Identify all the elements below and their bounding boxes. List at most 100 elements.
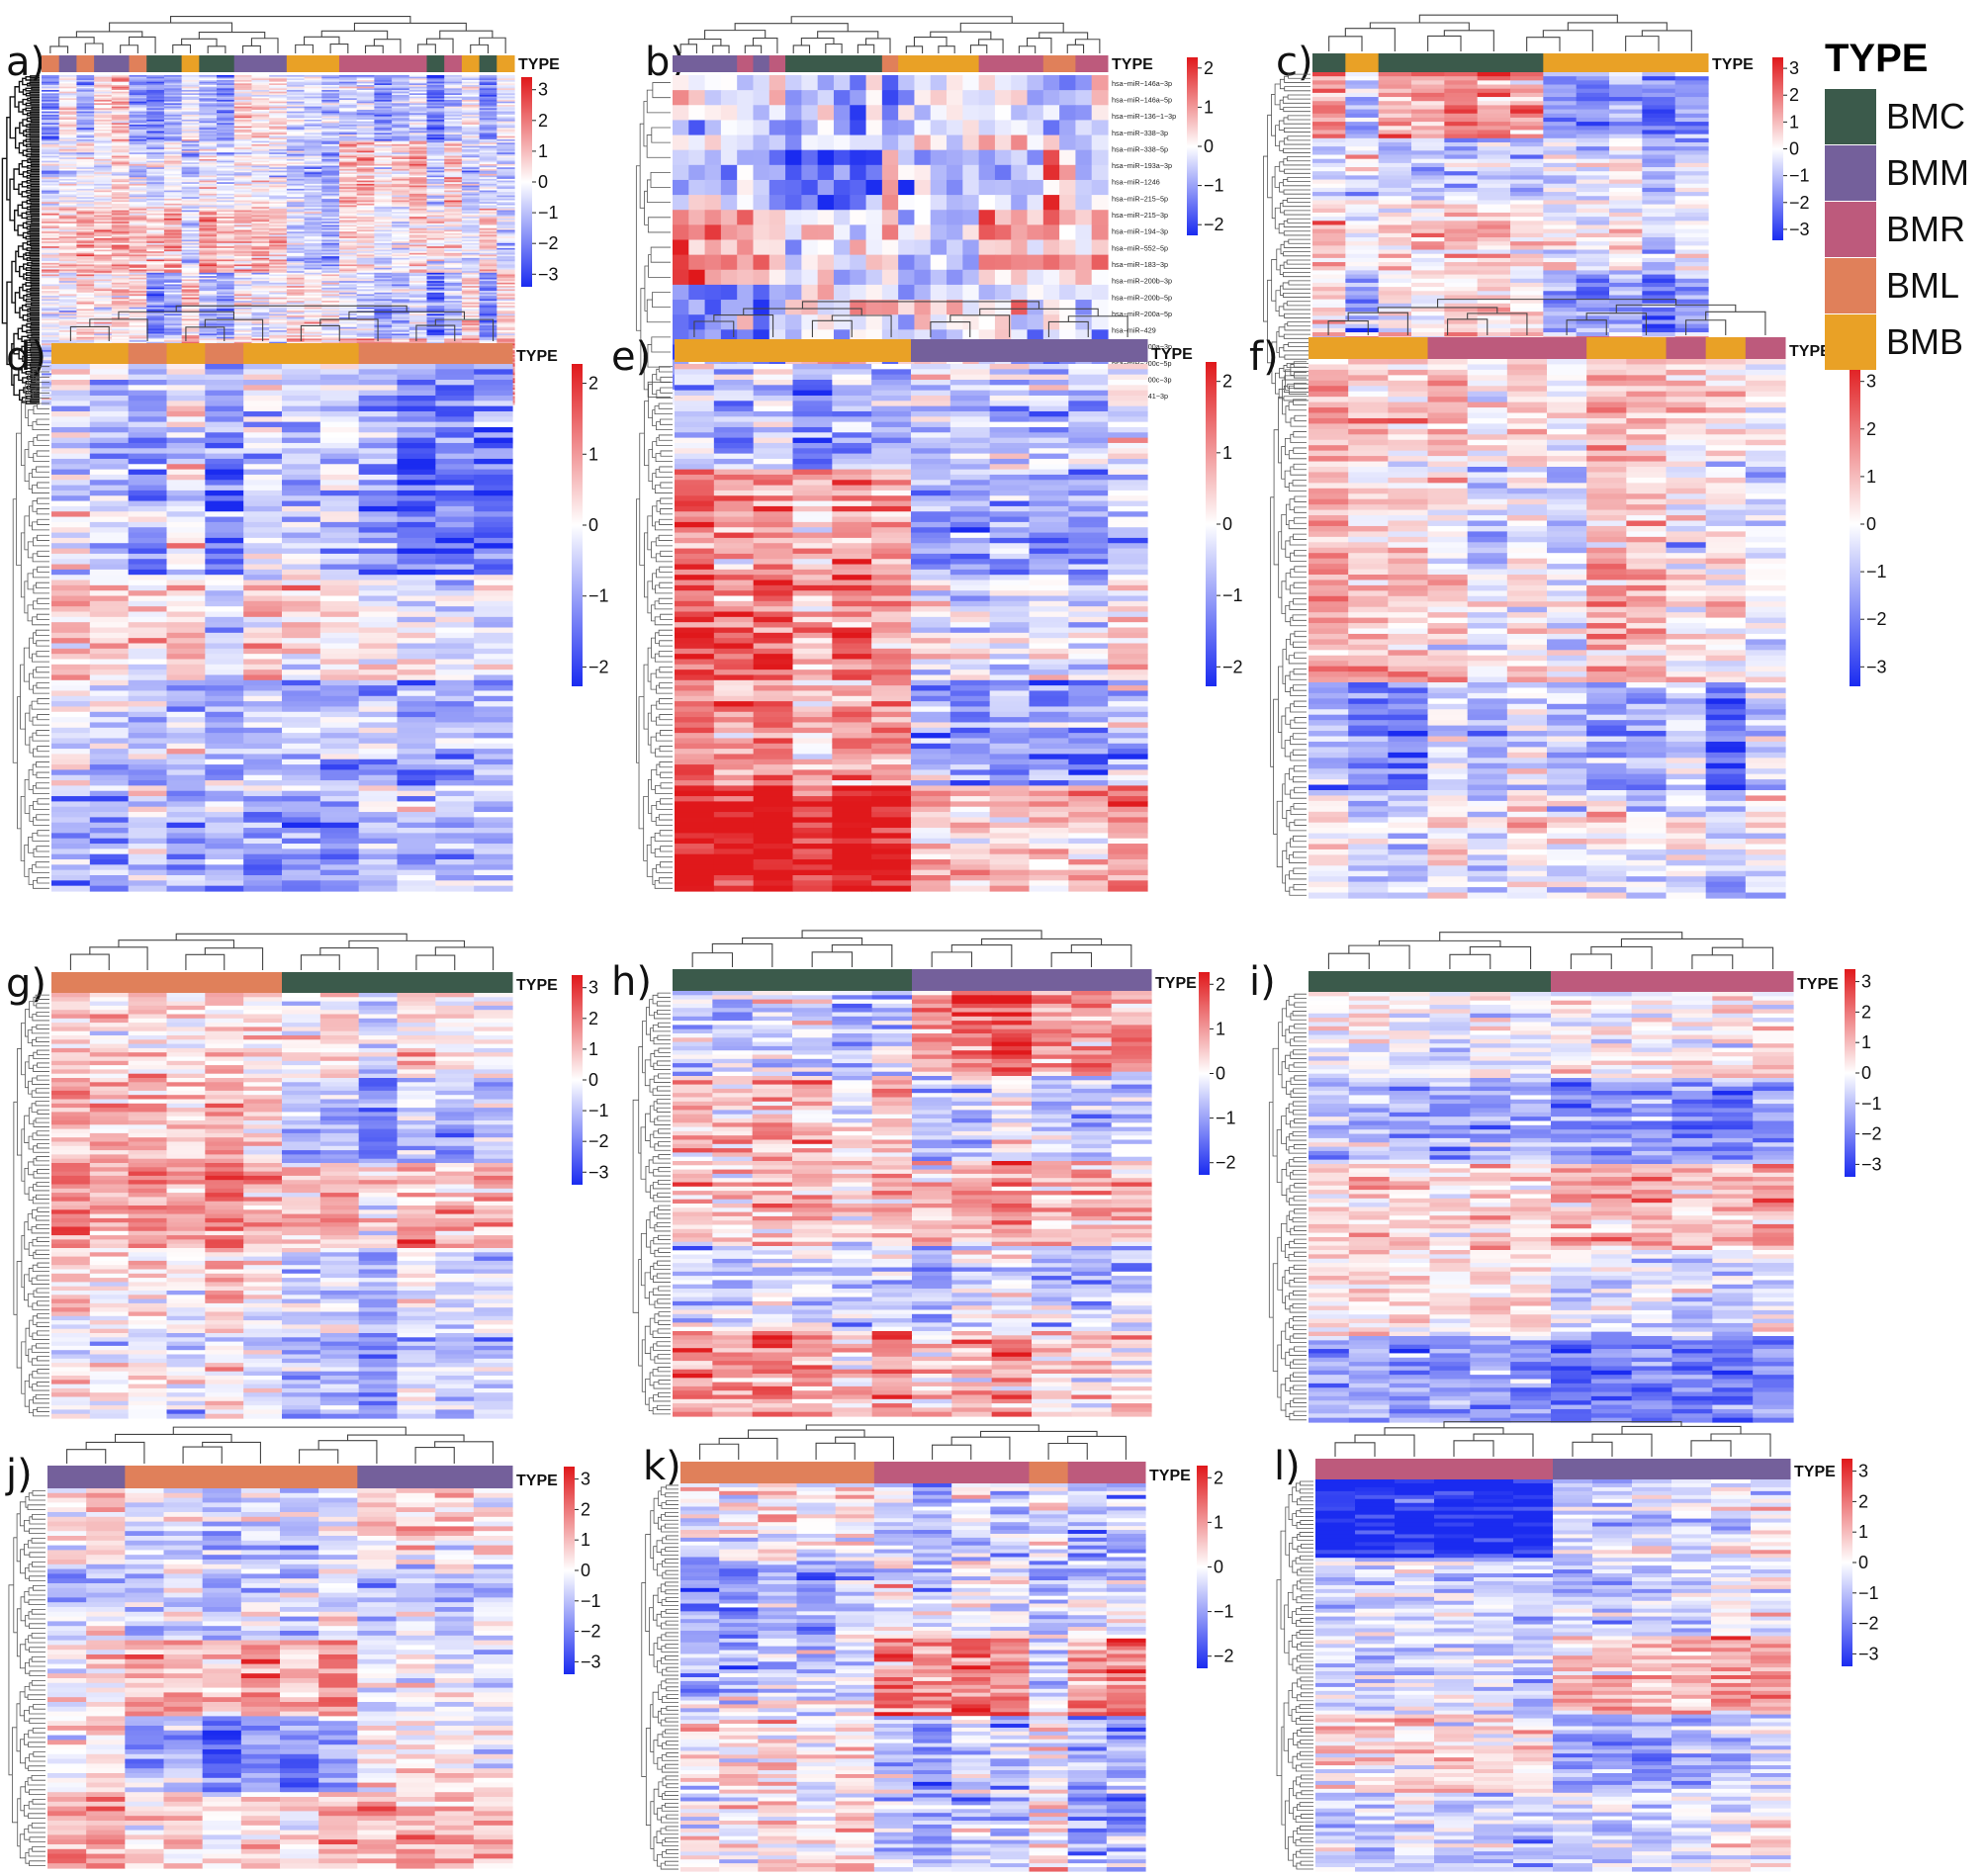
heatmap-cell xyxy=(338,108,358,111)
heatmap-cell xyxy=(461,192,481,195)
heatmap-cell xyxy=(94,190,113,193)
heatmap-cell xyxy=(111,178,131,182)
heatmap-cell xyxy=(392,81,410,84)
heatmap-cell xyxy=(444,188,463,192)
heatmap-cell xyxy=(94,165,113,168)
heatmap-cell xyxy=(444,145,463,148)
heatmap-cell xyxy=(496,118,515,121)
heatmap-cell xyxy=(111,200,131,203)
heatmap-cell xyxy=(199,158,218,162)
heatmap-cell xyxy=(217,183,235,187)
heatmap-cell xyxy=(269,198,288,202)
heatmap-cell xyxy=(304,142,322,145)
heatmap-cell xyxy=(129,135,147,138)
heatmap-cell xyxy=(374,86,393,89)
heatmap-cell xyxy=(217,113,235,116)
heatmap-cell xyxy=(392,129,410,133)
heatmap-cell xyxy=(392,143,410,147)
heatmap-cell xyxy=(146,111,165,114)
heatmap-cell xyxy=(426,148,445,152)
heatmap-cell xyxy=(181,126,200,129)
heatmap-cell xyxy=(217,212,235,215)
heatmap-cell xyxy=(217,103,235,106)
heatmap-cell xyxy=(269,160,288,163)
heatmap-cell xyxy=(286,99,306,103)
heatmap-cell xyxy=(58,192,77,195)
heatmap-cell xyxy=(496,155,515,158)
heatmap-cell xyxy=(251,200,270,203)
heatmap-cell xyxy=(408,98,428,101)
heatmap-cell xyxy=(146,197,165,200)
heatmap-cell xyxy=(338,208,358,212)
heatmap-cell xyxy=(392,78,410,81)
heatmap-cell xyxy=(496,81,515,84)
heatmap-cell xyxy=(217,158,235,162)
heatmap-cell xyxy=(129,215,147,218)
heatmap-cell xyxy=(199,202,218,205)
heatmap-cell xyxy=(251,150,270,153)
heatmap-cell xyxy=(233,121,253,124)
heatmap-cell xyxy=(321,140,340,143)
heatmap-cell xyxy=(304,210,322,213)
heatmap-cell xyxy=(496,180,515,183)
heatmap-cell xyxy=(217,108,235,111)
heatmap-cell xyxy=(146,129,165,133)
heatmap-cell xyxy=(392,126,410,129)
heatmap-cell xyxy=(233,135,253,138)
heatmap-cell xyxy=(181,173,200,177)
heatmap-cell xyxy=(199,188,218,192)
heatmap-cell xyxy=(146,83,165,86)
heatmap-cell xyxy=(76,104,95,108)
heatmap-cell xyxy=(338,81,358,84)
heatmap-cell xyxy=(199,217,218,220)
heatmap-cell xyxy=(111,134,131,137)
heatmap-cell xyxy=(269,155,288,158)
heatmap-cell xyxy=(199,185,218,188)
heatmap-cell xyxy=(163,94,183,98)
heatmap-cell xyxy=(338,83,358,86)
heatmap-cell xyxy=(233,158,253,162)
heatmap-cell xyxy=(233,172,253,175)
heatmap-cell xyxy=(392,75,410,78)
heatmap-cell xyxy=(146,173,165,177)
heatmap-cell xyxy=(392,165,410,168)
heatmap-cell xyxy=(163,200,183,203)
heatmap-cell xyxy=(146,128,165,131)
heatmap-cell xyxy=(181,131,200,134)
heatmap-cell xyxy=(111,198,131,202)
annotation-bmm xyxy=(58,55,77,72)
heatmap-cell xyxy=(496,198,515,202)
heatmap-cell xyxy=(286,131,306,134)
heatmap-cell xyxy=(496,162,515,165)
heatmap-cell xyxy=(444,81,463,84)
heatmap-cell xyxy=(479,123,497,126)
heatmap-cell xyxy=(479,198,497,202)
heatmap-cell xyxy=(42,111,60,114)
heatmap-cell xyxy=(181,175,200,178)
heatmap-cell xyxy=(444,88,463,91)
heatmap-cell xyxy=(129,103,147,106)
heatmap-cell xyxy=(269,217,288,220)
heatmap-cell xyxy=(321,143,340,147)
heatmap-cell xyxy=(76,158,95,162)
heatmap-cell xyxy=(374,182,393,185)
heatmap-cell xyxy=(444,177,463,180)
heatmap-cell xyxy=(304,119,322,123)
heatmap-cell xyxy=(496,148,515,152)
heatmap-cell xyxy=(286,80,306,83)
heatmap-cell xyxy=(356,173,375,177)
heatmap-cell xyxy=(426,190,445,193)
heatmap-cell xyxy=(286,188,306,192)
heatmap-cell xyxy=(76,143,95,147)
heatmap-cell xyxy=(338,128,358,131)
heatmap-cell xyxy=(356,76,375,79)
heatmap-cell xyxy=(111,135,131,138)
heatmap-cell xyxy=(321,119,340,123)
heatmap-cell xyxy=(163,118,183,121)
heatmap-cell xyxy=(392,175,410,178)
heatmap-cell xyxy=(461,190,481,193)
heatmap-cell xyxy=(269,173,288,177)
heatmap-cell xyxy=(461,157,481,160)
heatmap-cell xyxy=(444,190,463,193)
heatmap-cell xyxy=(181,114,200,118)
